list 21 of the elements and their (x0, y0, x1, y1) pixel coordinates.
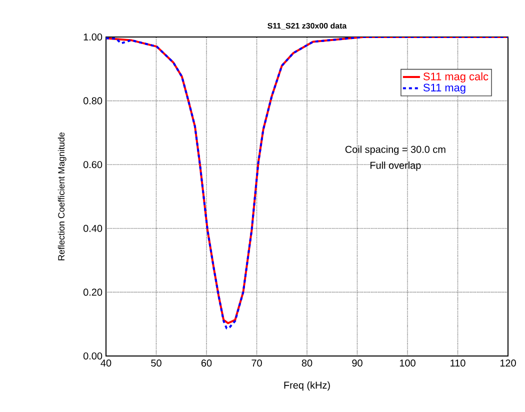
x-tick-label: 100 (400, 360, 416, 367)
y-tick-label: 0.00 (83, 352, 102, 360)
x-tick-label: 110 (450, 360, 466, 367)
x-tick-label: 40 (100, 360, 112, 367)
legend-label: S11 mag calc (423, 72, 488, 82)
y-tick-label: 0.20 (83, 288, 102, 296)
y-tick-label: 0.40 (83, 224, 102, 232)
x-tick-label: 80 (302, 360, 312, 367)
x-tick-label: 70 (252, 360, 262, 367)
annotation: Full overlap (370, 162, 421, 171)
x-axis-title: Freq (kHz) (284, 381, 330, 391)
legend-label: S11 mag (423, 84, 466, 94)
x-tick-label: 50 (151, 360, 162, 367)
x-tick-label: 120 (500, 360, 516, 367)
x-tick-label: 90 (352, 360, 362, 367)
y-tick-label: 0.60 (83, 161, 102, 168)
y-axis-title: Reflection Coefficient Magnitude (58, 132, 66, 260)
y-tick-label: 1.00 (84, 33, 102, 41)
x-tick-label: 60 (201, 360, 212, 367)
y-tick-label: 0.80 (83, 97, 102, 104)
annotation: Coil spacing = 30.0 cm (345, 146, 446, 155)
